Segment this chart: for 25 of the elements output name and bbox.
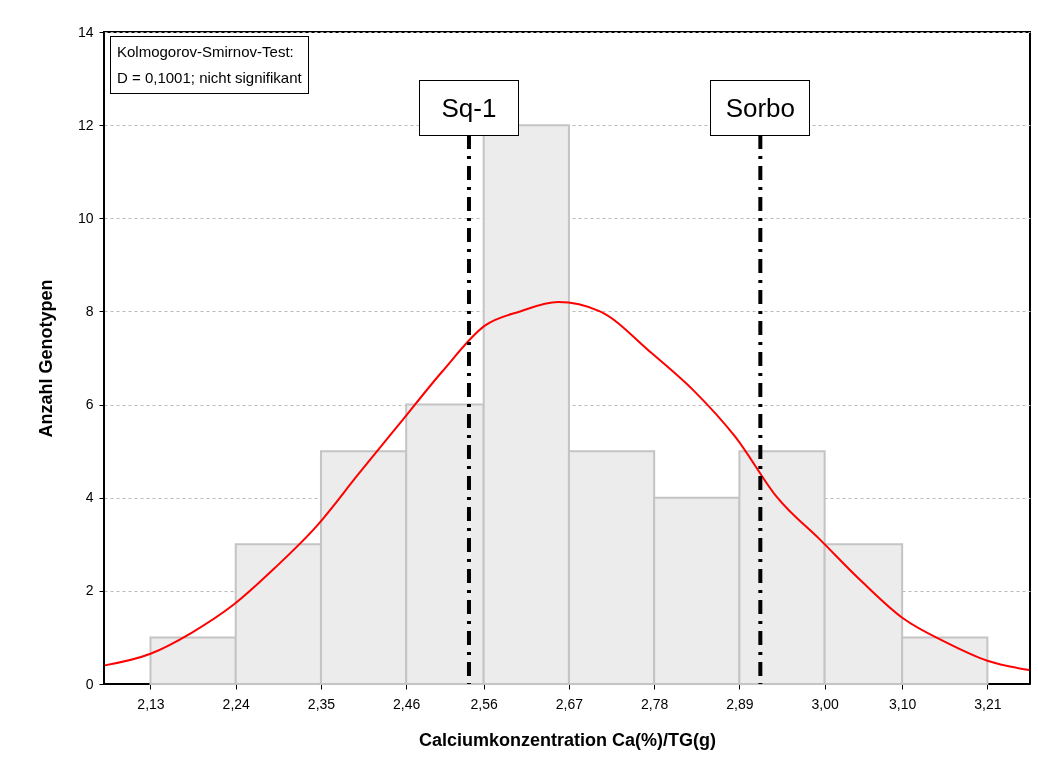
line-series: [103, 301, 1031, 672]
x-tick-label: 3,10: [889, 695, 917, 712]
x-tick-label: 2,89: [726, 695, 754, 712]
y-tick-label: 12: [77, 116, 94, 133]
y-tick-label: 2: [85, 582, 94, 599]
label-frame: Sorbo: [710, 80, 811, 136]
y-tick-label: 14: [77, 23, 94, 40]
y-tick-label: 0: [85, 675, 94, 692]
x-tick-label: 2,78: [641, 695, 669, 712]
x-axis-title: Calciumkonzentration Ca(%)/TG(g): [418, 729, 717, 750]
y-tick-label: 8: [85, 302, 94, 319]
y-tick-label: 4: [85, 489, 94, 506]
x-tick-label: 2,24: [222, 695, 251, 712]
x-tick-label: 2,46: [393, 695, 421, 712]
note-frame: Kolmogorov-Smirnov-Test: D = 0,1001; nicht signifikant: [110, 36, 309, 94]
y-tick-label: 6: [85, 396, 94, 413]
x-tick-label: 2,56: [470, 695, 499, 712]
x-tick-label: 3,00: [811, 695, 839, 712]
x-tick-label: 2,35: [307, 695, 336, 712]
x-tick-label: 2,67: [555, 695, 584, 712]
x-tick-label: 3,21: [974, 695, 1002, 712]
x-tick-label: 2,13: [137, 695, 165, 712]
y-axis-title: Anzahl Genotypen: [35, 279, 56, 438]
y-tick-label: 10: [77, 209, 94, 226]
label-frame: Sq-1: [418, 80, 519, 136]
